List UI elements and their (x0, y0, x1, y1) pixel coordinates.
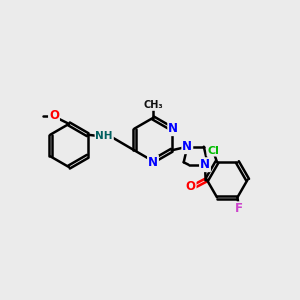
Text: N: N (200, 158, 210, 171)
Text: N: N (168, 122, 178, 135)
Text: N: N (148, 156, 158, 169)
Text: Cl: Cl (208, 146, 219, 156)
Text: O: O (186, 180, 196, 194)
Text: N: N (182, 140, 192, 153)
Text: NH: NH (95, 131, 113, 141)
Text: O: O (49, 109, 59, 122)
Text: F: F (235, 202, 243, 215)
Text: CH₃: CH₃ (143, 100, 163, 110)
